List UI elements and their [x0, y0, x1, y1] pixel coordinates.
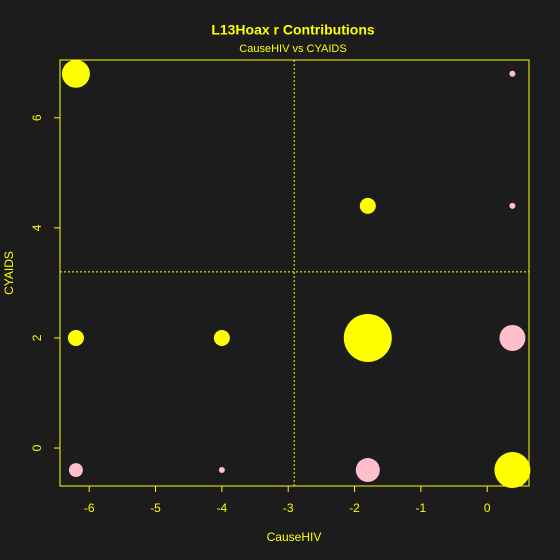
x-tick-label: -3 [283, 501, 294, 515]
y-tick-label: 4 [30, 224, 44, 231]
y-axis-label: CYAIDS [2, 251, 16, 295]
x-axis-label: CauseHIV [267, 530, 322, 544]
chart-subtitle: CauseHIV vs CYAIDS [239, 43, 346, 55]
plot-frame [59, 59, 530, 487]
bubble [494, 452, 531, 489]
bubble [499, 324, 526, 351]
x-tick-label: -2 [349, 501, 360, 515]
bubble [67, 329, 84, 346]
bubble [218, 467, 225, 474]
bubble [509, 70, 516, 77]
bubble [355, 458, 380, 483]
bubble [68, 463, 83, 478]
chart-title: L13Hoax r Contributions [211, 22, 375, 38]
x-tick-label: -6 [84, 501, 95, 515]
bubble [509, 202, 516, 209]
y-tick-label: 2 [30, 334, 44, 341]
x-tick-label: -1 [416, 501, 427, 515]
x-tick-label: -4 [217, 501, 228, 515]
bubble [213, 329, 230, 346]
bubble [61, 59, 90, 88]
y-tick-label: 0 [30, 444, 44, 451]
bubble [343, 313, 392, 362]
x-tick-label: -5 [150, 501, 161, 515]
bubble [359, 197, 376, 214]
x-tick-label: 0 [484, 501, 491, 515]
y-tick-label: 6 [30, 114, 44, 121]
